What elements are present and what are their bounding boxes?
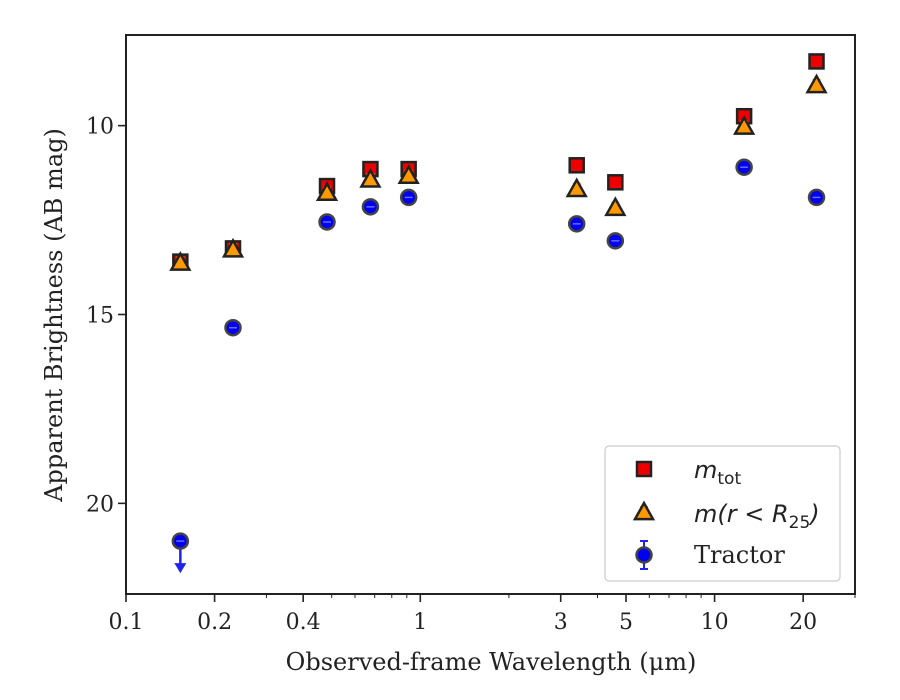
series-mr25 [169,73,828,271]
mr25-point [169,251,192,271]
y-tick-label: 15 [86,304,114,329]
x-tick-label: 3 [554,610,568,635]
mtot-point [808,53,825,70]
upper-limit-arrowhead [174,563,187,574]
mtot-point [607,174,624,191]
mr25-point [397,164,420,184]
x-axis-label: Observed-frame Wavelength (μm) [286,648,697,676]
y-tick-label: 10 [86,115,114,140]
mr25-point [732,115,756,135]
x-tick-label: 1 [413,610,427,635]
x-tick-label: 20 [789,610,817,635]
x-tick-label: 0.1 [109,610,144,635]
y-axis-label: Apparent Brightness (AB mag) [40,128,68,503]
legend-label-mtot: mtot [694,456,741,489]
series-layer [169,53,828,574]
legend-label-tractor: Tractor [694,541,785,569]
mr25-point [604,196,627,217]
x-tick-label: 0.2 [197,610,232,635]
mr25-point [805,73,828,94]
mr25-point [359,167,382,188]
x-tick-label: 0.4 [286,610,321,635]
series-mtot [172,53,825,270]
mr25-point [221,237,245,258]
y-tick-label: 20 [86,492,114,517]
legend-mr25-marker [632,500,656,521]
mtot-point [568,157,585,174]
x-tick-label: 5 [619,610,633,635]
series-tractor [171,158,826,574]
legend: mtot m(r < R25) Tractor [604,445,841,582]
legend-tractor-marker [635,546,653,564]
legend-box [604,445,841,582]
axes: 0.1 0.2 0.4 1 3 5 10 20 10 15 20 [86,34,856,635]
x-tick-label: 10 [701,610,729,635]
legend-label-mr25: m(r < R25) [694,500,820,533]
legend-mtot-marker [635,460,653,478]
mr25-point [315,181,339,201]
mr25-point [565,177,588,198]
